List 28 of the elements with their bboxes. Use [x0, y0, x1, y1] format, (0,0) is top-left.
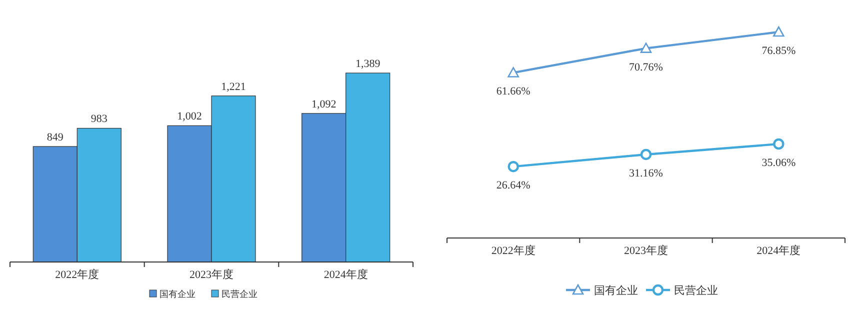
- data-label: 61.66%: [496, 86, 530, 98]
- legend-label: 民营企业: [674, 284, 718, 297]
- point: [508, 67, 519, 78]
- legend-label: 民营企业: [222, 289, 258, 299]
- legend-label: 国有企业: [160, 289, 196, 299]
- data-label: 76.85%: [762, 45, 796, 57]
- data-label: 1,389: [355, 58, 381, 70]
- point: [640, 148, 652, 160]
- data-label: 70.76%: [629, 61, 663, 74]
- data-label: 1,221: [221, 80, 246, 93]
- point: [508, 160, 519, 172]
- data-label: 983: [90, 113, 108, 126]
- data-label: 849: [46, 131, 64, 144]
- x-tick-label: 2023年度: [190, 268, 234, 281]
- data-label: 31.16%: [629, 167, 663, 180]
- point: [640, 42, 652, 53]
- x-tick-label: 2024年度: [324, 268, 368, 281]
- legend-label: 国有企业: [594, 284, 638, 297]
- data-label: 1,002: [177, 110, 202, 123]
- data-label: 1,092: [311, 98, 336, 110]
- point: [773, 138, 784, 150]
- point: [773, 26, 784, 37]
- data-label: 26.64%: [496, 180, 530, 192]
- x-tick-label: 2024年度: [756, 244, 801, 257]
- x-tick-label: 2022年度: [55, 268, 100, 281]
- data-label: 35.06%: [762, 157, 796, 170]
- x-tick-label: 2022年度: [491, 244, 536, 257]
- x-tick-label: 2023年度: [624, 244, 668, 257]
